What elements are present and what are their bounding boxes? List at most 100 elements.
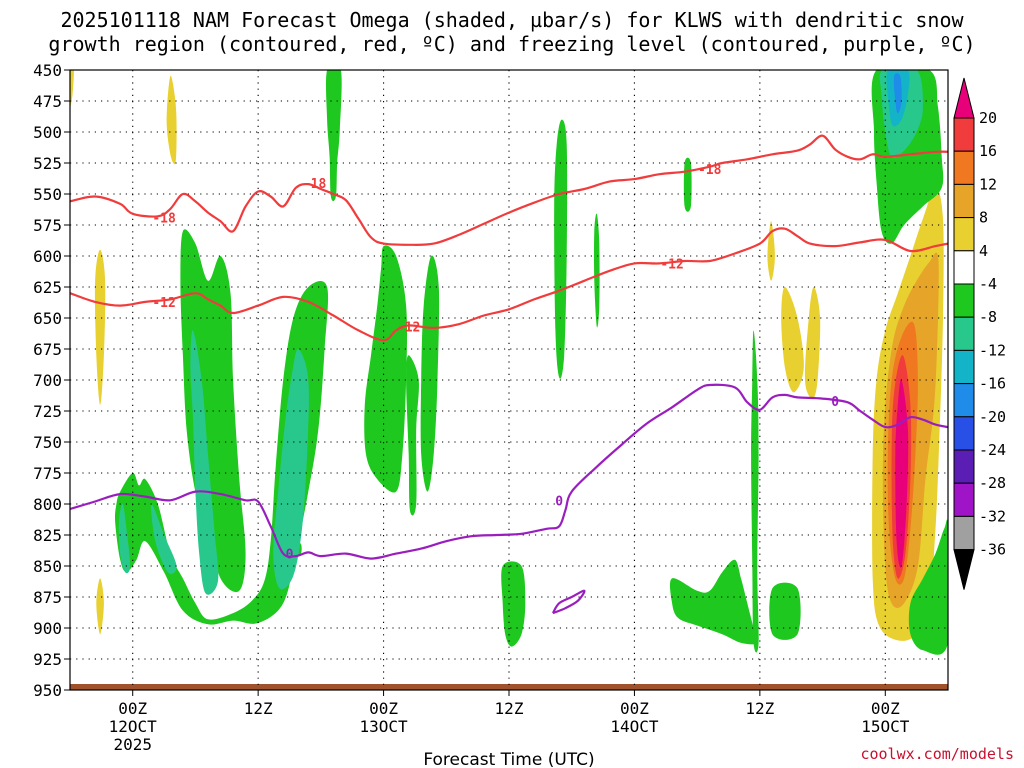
colorbar-label: -20 <box>979 408 1006 426</box>
y-tick-label: 925 <box>33 650 62 669</box>
contour-label: -12 <box>152 296 175 311</box>
omega-shade-region <box>118 503 131 574</box>
chart-title-line-2: growth region (contoured, red, ºC) and f… <box>48 32 976 56</box>
colorbar-swatch <box>953 416 975 451</box>
y-tick-label: 525 <box>33 154 62 173</box>
colorbar-label: -12 <box>979 341 1006 359</box>
x-axis-title: Forecast Time (UTC) <box>423 750 594 768</box>
colorbar-label: 12 <box>979 175 997 193</box>
colorbar-label: 8 <box>979 209 988 227</box>
y-tick-label: 650 <box>33 309 62 328</box>
x-tick-label: 12Z <box>244 699 273 718</box>
omega-shade-region <box>554 119 568 379</box>
omega-shade-region <box>908 519 948 655</box>
y-tick-label: 750 <box>33 433 62 452</box>
contour-label: -12 <box>660 257 683 272</box>
colorbar-swatch <box>953 217 975 252</box>
colorbar-swatch <box>953 316 975 351</box>
terrain-strip <box>70 684 948 690</box>
colorbar-swatch <box>953 250 975 285</box>
colorbar-bottom-arrow <box>953 549 975 590</box>
colorbar-swatch <box>953 349 975 385</box>
omega-shade-region <box>501 561 526 647</box>
y-tick-label: 625 <box>33 278 62 297</box>
contour-line <box>70 134 948 246</box>
y-tick-label: 600 <box>33 247 62 266</box>
y-tick-label: 950 <box>33 681 62 700</box>
omega-shade-region <box>893 73 902 114</box>
colorbar: 20 16 12 8 4 -4 -8 -12 -16 -20 -24 -28 -32 -36 <box>953 77 1006 590</box>
contour-label: 0 <box>286 548 294 563</box>
contour-label: -12 <box>397 321 420 336</box>
omega-shade-region <box>190 330 219 595</box>
omega-shade-region <box>273 348 309 590</box>
omega-shade-region <box>151 503 177 574</box>
chart-title-line-1: 2025101118 NAM Forecast Omega (shaded, µ… <box>60 8 964 32</box>
colorbar-swatch <box>953 449 975 484</box>
colorbar-label: -16 <box>979 375 1006 393</box>
x-tick-label: 12Z <box>745 699 774 718</box>
colorbar-label: 20 <box>979 109 997 127</box>
omega-shade-region <box>166 75 177 165</box>
colorbar-label: -32 <box>979 507 1006 525</box>
contour-label: -18 <box>698 163 722 178</box>
x-tick-label: 00Z <box>620 699 649 718</box>
y-tick-label: 450 <box>33 61 62 80</box>
omega-shade-region <box>767 221 775 281</box>
contour-label: 0 <box>831 395 839 410</box>
colorbar-label: -36 <box>979 541 1006 559</box>
y-tick-label: 875 <box>33 588 62 607</box>
colorbar-swatch <box>953 482 975 517</box>
y-tick-label: 725 <box>33 402 62 421</box>
colorbar-swatch <box>953 515 975 551</box>
omega-shade-region <box>751 330 759 653</box>
x-tick-label: 12Z <box>495 699 524 718</box>
omega-shade-region <box>781 287 804 393</box>
colorbar-label: -24 <box>979 441 1006 459</box>
contour-label: -18 <box>152 212 176 227</box>
y-tick-label: 475 <box>33 92 62 111</box>
contour-line <box>70 383 948 560</box>
y-axis: 450 475 500 525 550 575 600 625 650 675 700 725 750 7… <box>33 61 70 700</box>
colorbar-swatch <box>953 150 975 185</box>
colorbar-label: -8 <box>979 308 997 326</box>
colorbar-label: 16 <box>979 142 997 160</box>
colorbar-label: 4 <box>979 242 988 260</box>
y-tick-label: 700 <box>33 371 62 390</box>
omega-shade-region <box>70 70 74 106</box>
omega-shade-region <box>406 355 419 516</box>
omega-shade-region <box>683 157 692 212</box>
x-tick-label: 15OCT <box>861 717 910 736</box>
y-tick-label: 550 <box>33 185 62 204</box>
credit-text: coolwx.com/models <box>860 745 1014 763</box>
omega-shade-region <box>804 287 821 399</box>
y-tick-label: 500 <box>33 123 62 142</box>
colorbar-label: -4 <box>979 275 997 293</box>
contour-label: -18 <box>303 177 327 192</box>
omega-shade-region <box>594 213 600 328</box>
x-tick-label: 13OCT <box>359 717 408 736</box>
contour-line <box>551 589 586 615</box>
omega-shade-region <box>669 559 758 645</box>
x-tick-label: 12OCT <box>109 717 158 736</box>
omega-shade-region <box>96 578 104 635</box>
y-tick-label: 800 <box>33 495 62 514</box>
y-tick-label: 900 <box>33 619 62 638</box>
omega-shade-region <box>325 70 342 202</box>
colorbar-label: -28 <box>979 474 1006 492</box>
contour-label: 0 <box>555 494 563 509</box>
x-tick-label: 00Z <box>871 699 900 718</box>
x-tick-label: 00Z <box>369 699 398 718</box>
y-tick-label: 825 <box>33 526 62 545</box>
colorbar-top-arrow <box>953 77 975 119</box>
contour-line <box>70 227 948 342</box>
omega-shade-region <box>420 255 440 492</box>
contour-layer: -18 -18 -18 -12 -12 -12 0 0 0 <box>70 134 948 615</box>
y-tick-label: 775 <box>33 464 62 483</box>
y-tick-label: 850 <box>33 557 62 576</box>
omega-shade-region <box>364 245 408 493</box>
colorbar-swatch <box>953 183 975 219</box>
